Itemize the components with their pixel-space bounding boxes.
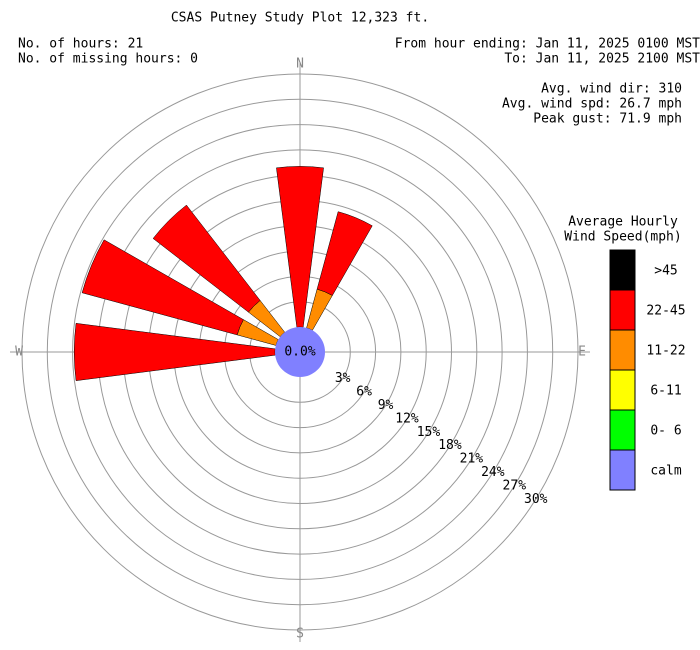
- compass-label: W: [15, 345, 23, 360]
- chart-title: CSAS Putney Study Plot 12,323 ft.: [171, 11, 429, 26]
- wedge-segment: [306, 288, 333, 331]
- stat-text: Avg. wind dir: 310: [541, 82, 682, 97]
- info-text: From hour ending: Jan 11, 2025 0100 MST: [395, 37, 700, 52]
- compass-label: N: [296, 57, 304, 72]
- legend-title: Wind Speed(mph): [564, 230, 681, 245]
- ring-label: 18%: [438, 438, 462, 453]
- legend-title: Average Hourly: [568, 215, 678, 230]
- legend-swatch: [609, 409, 636, 451]
- legend-label: 22-45: [646, 304, 685, 319]
- stat-text: Peak gust: 71.9 mph: [533, 112, 682, 127]
- legend-label: 0- 6: [650, 424, 681, 439]
- info-text: To: Jan 11, 2025 2100 MST: [504, 52, 700, 67]
- stat-text: Avg. wind spd: 26.7 mph: [502, 97, 682, 112]
- ring-label: 21%: [460, 452, 484, 467]
- ring-label: 15%: [417, 425, 441, 440]
- ring-label: 6%: [356, 385, 372, 400]
- compass-label: E: [578, 345, 586, 360]
- legend-label: >45: [654, 264, 677, 279]
- ring-label: 12%: [395, 411, 419, 426]
- ring-label: 3%: [335, 371, 351, 386]
- calm-label: 0.0%: [284, 345, 315, 360]
- legend-swatch: [609, 289, 636, 331]
- compass-label: S: [296, 627, 304, 642]
- ring-label: 30%: [524, 492, 548, 507]
- legend-swatch: [609, 449, 636, 491]
- info-text: No. of hours: 21: [18, 37, 143, 52]
- wedge-segment: [81, 239, 244, 336]
- legend-swatch: [609, 329, 636, 371]
- info-text: No. of missing hours: 0: [18, 52, 198, 67]
- legend-swatch: [609, 369, 636, 411]
- wedge-segment: [316, 211, 373, 296]
- legend-label: 11-22: [646, 344, 685, 359]
- calm-circle: [275, 327, 325, 377]
- ring-label: 9%: [378, 398, 394, 413]
- ring-label: 24%: [481, 465, 505, 480]
- ring-label: 27%: [503, 478, 527, 493]
- legend-label: 6-11: [650, 384, 681, 399]
- legend-swatch: [609, 249, 636, 291]
- legend-label: calm: [650, 464, 681, 479]
- wedge-segment: [152, 204, 261, 313]
